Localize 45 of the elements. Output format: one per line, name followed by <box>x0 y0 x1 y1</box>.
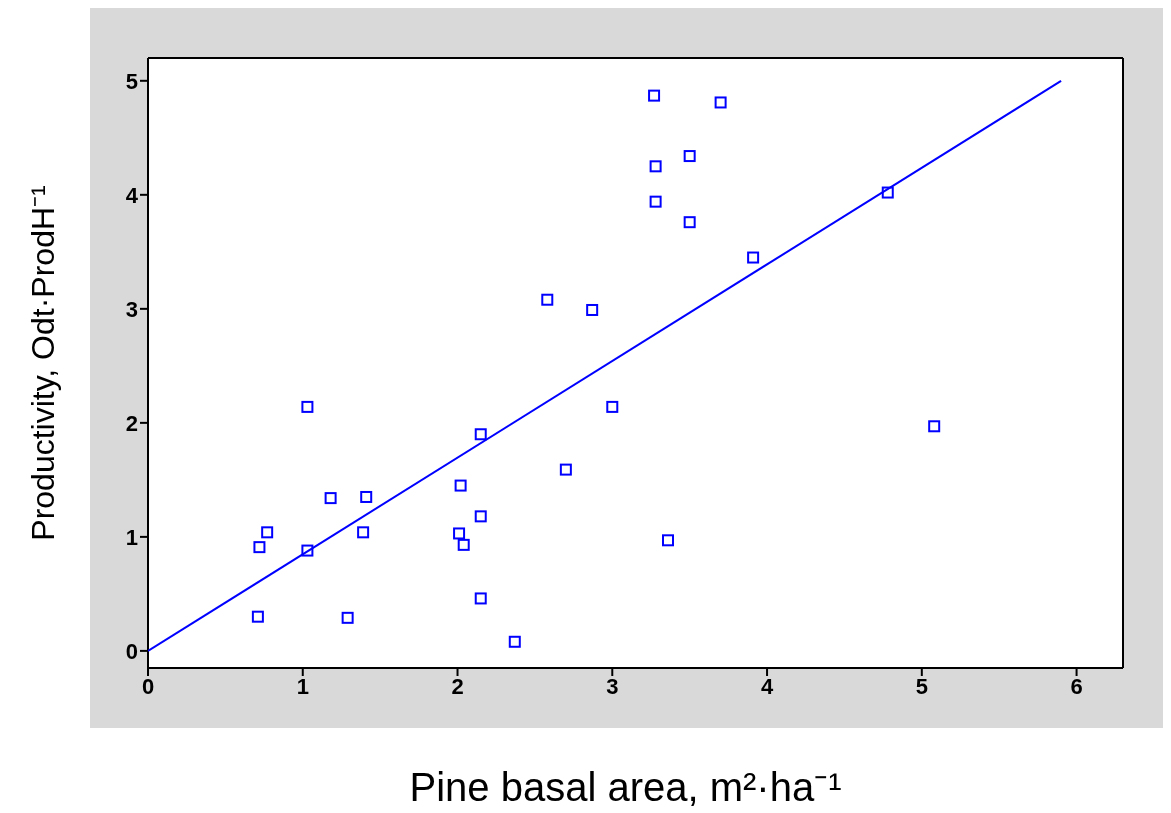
point <box>251 610 264 623</box>
y-tick-label: 2 <box>125 410 138 436</box>
point <box>928 420 941 433</box>
point <box>662 534 674 547</box>
point <box>454 479 467 492</box>
x-tick-label: 6 <box>1070 673 1083 699</box>
point <box>649 195 662 208</box>
point <box>508 635 521 648</box>
y-axis-title: Productivity, Odt·ProdH⁻¹ <box>25 185 62 541</box>
x-tick-label: 3 <box>606 673 619 699</box>
point <box>357 526 370 539</box>
y-tick-label: 4 <box>125 182 139 208</box>
point <box>253 541 266 554</box>
point <box>474 510 487 523</box>
point <box>360 490 373 503</box>
point <box>683 150 696 163</box>
point <box>649 160 662 173</box>
x-tick-label: 2 <box>451 673 464 699</box>
point <box>474 592 487 605</box>
y-tick-label: 5 <box>125 68 138 94</box>
x-tick-label: 1 <box>296 673 309 699</box>
point <box>559 463 572 476</box>
point <box>457 538 470 551</box>
point <box>683 216 696 229</box>
point <box>261 526 274 539</box>
point <box>324 492 337 505</box>
x-tick-label: 5 <box>915 673 928 699</box>
point <box>586 303 599 316</box>
point <box>714 96 727 109</box>
point <box>474 428 487 441</box>
point <box>648 89 661 102</box>
x-axis-title: Pine basal area, m²·ha⁻¹ <box>408 764 843 811</box>
point <box>747 251 760 264</box>
point <box>301 544 314 557</box>
y-tick-label: 1 <box>125 524 138 550</box>
point <box>341 611 354 624</box>
y-tick-label: 3 <box>125 296 138 322</box>
point <box>881 186 894 199</box>
x-tick-label: 4 <box>760 673 774 699</box>
point <box>541 293 554 306</box>
point <box>453 527 466 540</box>
y-tick-label: 0 <box>125 638 138 664</box>
point <box>606 400 619 413</box>
x-tick-label: 0 <box>141 673 155 699</box>
point <box>301 400 314 413</box>
